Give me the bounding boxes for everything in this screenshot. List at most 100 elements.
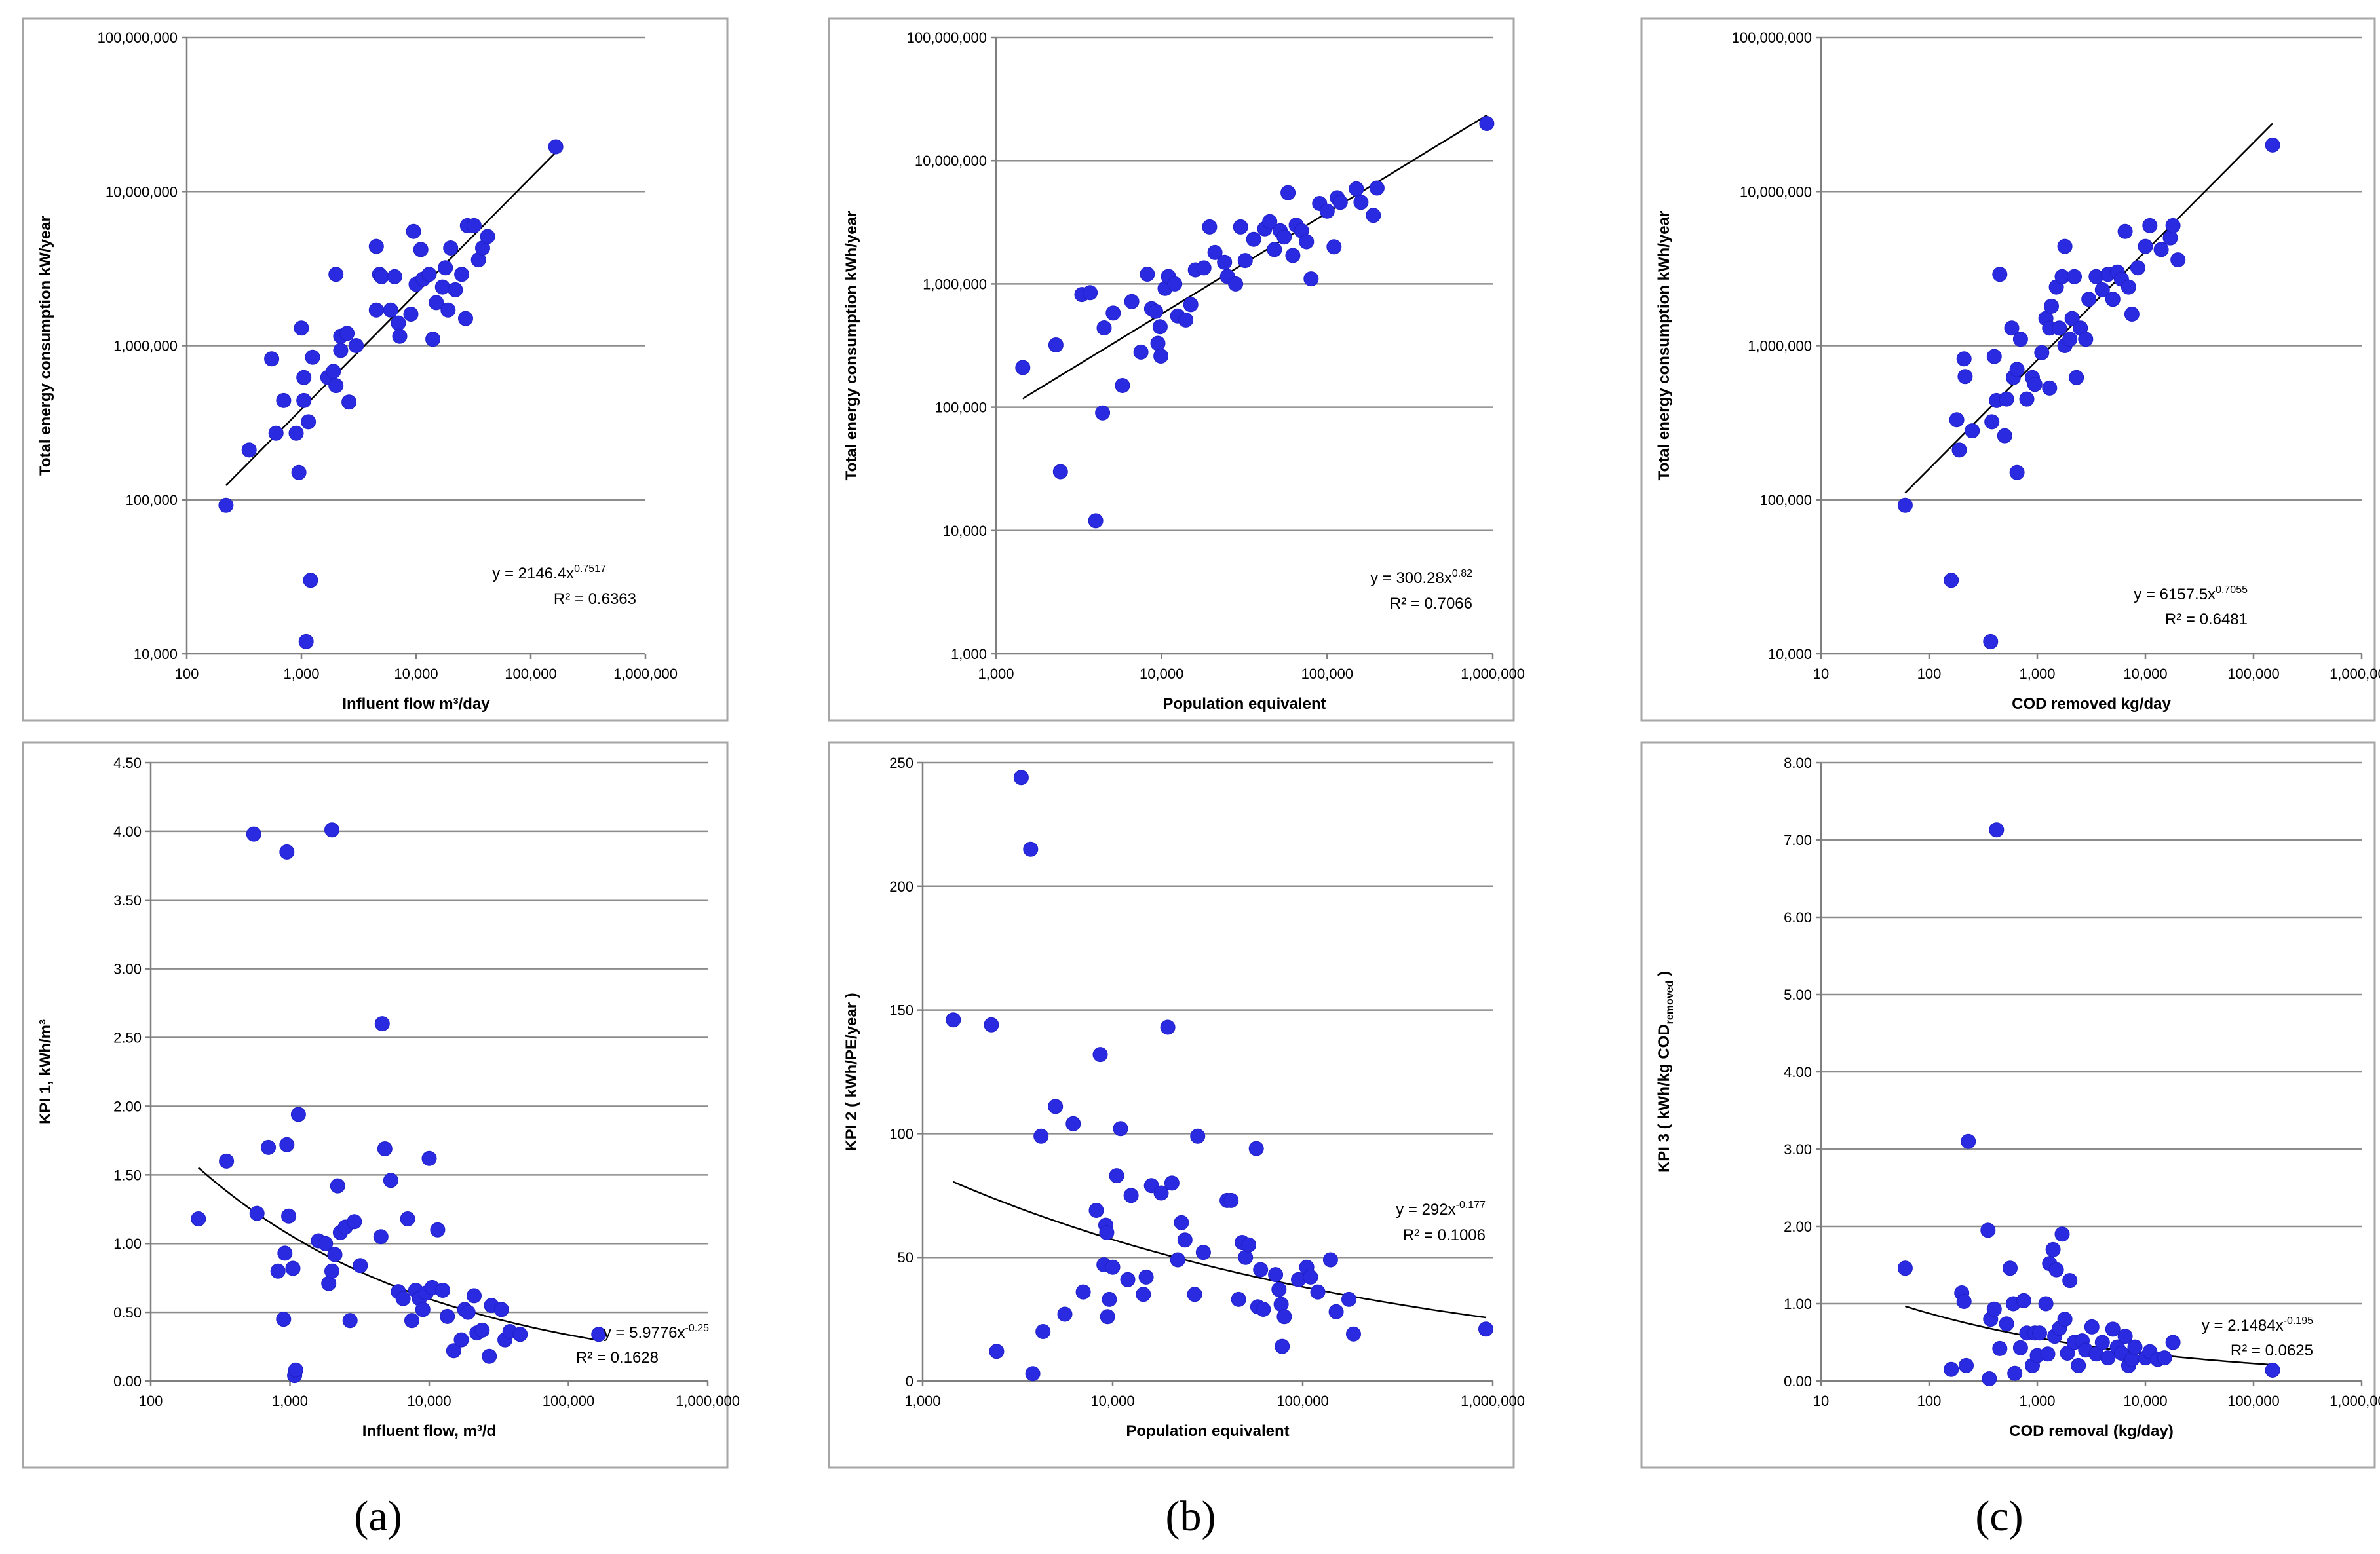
data-point	[1285, 248, 1301, 263]
data-point	[1233, 219, 1248, 235]
data-point	[1248, 1141, 1264, 1156]
data-point	[1353, 195, 1369, 210]
x-tick-label: 1,000,000	[613, 666, 678, 682]
data-point	[2057, 238, 2073, 254]
y-axis-title: Total energy consumption kW/year	[37, 216, 54, 476]
data-point	[1273, 1297, 1289, 1312]
r-squared: R² = 0.0625	[2231, 1342, 2313, 1359]
trend-equation-exponent: -0.25	[685, 1323, 710, 1334]
data-point	[454, 267, 470, 282]
data-point	[1951, 442, 1967, 458]
data-point	[333, 343, 349, 358]
data-point	[1989, 822, 2005, 838]
data-point	[2130, 260, 2145, 276]
data-point	[1271, 1281, 1287, 1297]
y-tick-label: 4.00	[113, 824, 142, 840]
data-point	[277, 1245, 293, 1261]
data-point	[438, 260, 453, 276]
data-point	[1138, 1269, 1154, 1285]
data-point	[1241, 1237, 1257, 1253]
data-point	[2007, 1365, 2023, 1381]
y-tick-label: 4.00	[1784, 1064, 1812, 1080]
data-point	[383, 1173, 398, 1188]
panel-frame	[828, 17, 1515, 722]
data-point	[1319, 203, 1335, 219]
chart-c_bottom: 10 100 1,000 10,000 100,000 1,000,000 0.00 1.00…	[1640, 741, 2380, 1469]
x-tick-label: 100	[175, 666, 199, 682]
data-point	[989, 1344, 1005, 1359]
x-tick-label: 1,000,000	[676, 1393, 740, 1409]
figure-label-c: (c)	[1975, 1492, 2023, 1540]
y-axis-title-text: Total energy consumption kWh/year	[1655, 211, 1673, 481]
data-point	[264, 351, 280, 367]
panel-frame	[1640, 17, 2376, 722]
data-point	[1956, 351, 1972, 367]
data-point	[281, 1208, 297, 1224]
data-point	[285, 1260, 301, 1276]
data-point	[413, 242, 429, 257]
data-point	[1033, 1128, 1049, 1144]
data-point	[421, 267, 437, 282]
data-point	[430, 1222, 446, 1238]
y-tick-label: 10,000	[943, 523, 987, 539]
data-point	[1196, 260, 1212, 276]
data-point	[2153, 242, 2169, 257]
data-point	[349, 338, 364, 353]
data-point	[1980, 1222, 1996, 1238]
data-point	[453, 1332, 469, 1348]
x-tick-label: 1,000	[904, 1393, 940, 1409]
data-point	[328, 378, 344, 394]
data-point	[466, 218, 482, 233]
data-point	[480, 229, 495, 244]
x-tick-label: 1,000,000	[1461, 666, 1525, 682]
data-point	[1109, 1168, 1124, 1184]
data-point	[1102, 1291, 1117, 1307]
data-point	[261, 1139, 277, 1155]
trend-equation-base: y = 300.28x	[1370, 569, 1452, 587]
data-point	[493, 1302, 509, 1317]
data-point	[1092, 1047, 1108, 1063]
data-point	[1152, 319, 1168, 335]
data-point	[279, 1137, 295, 1152]
data-point	[1982, 1371, 1997, 1386]
data-point	[2057, 1312, 2073, 1327]
trend-equation-exponent: -0.195	[2284, 1316, 2313, 1327]
data-point	[1944, 573, 1959, 588]
data-point	[1133, 344, 1149, 360]
y-tick-label: 150	[889, 1002, 913, 1019]
data-point	[2162, 230, 2178, 246]
trend-equation-base: y = 2146.4x	[492, 565, 574, 582]
y-axis-title-text: Total energy consumption kW/year	[37, 216, 54, 476]
y-tick-label: 0	[906, 1373, 913, 1390]
data-point	[1369, 180, 1385, 196]
data-point	[1178, 312, 1194, 328]
y-axis-title: Total energy consumption kWh/year	[843, 211, 860, 481]
data-point	[1267, 242, 1282, 257]
data-point	[1105, 305, 1121, 321]
r-squared: R² = 0.6481	[2165, 611, 2248, 628]
data-point	[400, 1211, 415, 1226]
x-tick-label: 10,000	[1090, 1393, 1134, 1409]
trend-equation: y = 5.9776x-0.25	[604, 1323, 709, 1342]
data-point	[440, 302, 456, 318]
data-point	[2105, 1321, 2121, 1337]
y-tick-label: 3.50	[113, 892, 142, 909]
x-axis-title: Influent flow, m³/d	[362, 1422, 496, 1440]
x-axis-title: COD removal (kg/day)	[2009, 1422, 2174, 1440]
data-point	[2038, 1296, 2054, 1312]
data-point	[2127, 1339, 2143, 1355]
data-point	[1223, 1192, 1239, 1208]
data-point	[446, 1343, 461, 1359]
chart-b_bottom: 1,000 10,000 100,000 1,000,000 0 50 100 150 200 2…	[828, 741, 1525, 1469]
y-tick-label: 100,000	[125, 492, 178, 508]
data-point	[406, 223, 421, 239]
data-point	[2157, 1350, 2172, 1366]
data-point	[2081, 292, 2097, 307]
data-point	[1262, 214, 1278, 229]
chart-a_top: 100 1,000 10,000 100,000 1,000,000 10,000 100,…	[22, 17, 729, 722]
data-point	[321, 1276, 337, 1291]
data-point	[1986, 1301, 2002, 1317]
data-point	[1035, 1324, 1051, 1339]
data-point	[249, 1205, 265, 1221]
data-point	[1088, 513, 1104, 529]
